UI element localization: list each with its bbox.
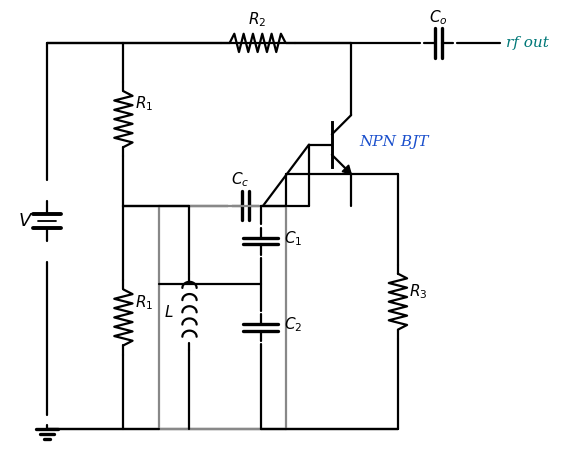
Text: $R_1$: $R_1$ — [134, 293, 153, 311]
Text: $C_1$: $C_1$ — [284, 229, 302, 248]
Text: $C_o$: $C_o$ — [429, 8, 448, 27]
Text: $C_2$: $C_2$ — [284, 316, 302, 334]
Text: $R_1$: $R_1$ — [134, 95, 153, 113]
Text: NPN BJT: NPN BJT — [360, 135, 429, 149]
Text: $R_2$: $R_2$ — [248, 10, 267, 29]
Text: $V$: $V$ — [18, 212, 34, 230]
Text: rf out: rf out — [506, 36, 549, 50]
Polygon shape — [342, 165, 351, 174]
Text: $C_c$: $C_c$ — [231, 170, 250, 189]
Text: $L$: $L$ — [164, 304, 173, 320]
Text: $R_3$: $R_3$ — [409, 282, 428, 301]
